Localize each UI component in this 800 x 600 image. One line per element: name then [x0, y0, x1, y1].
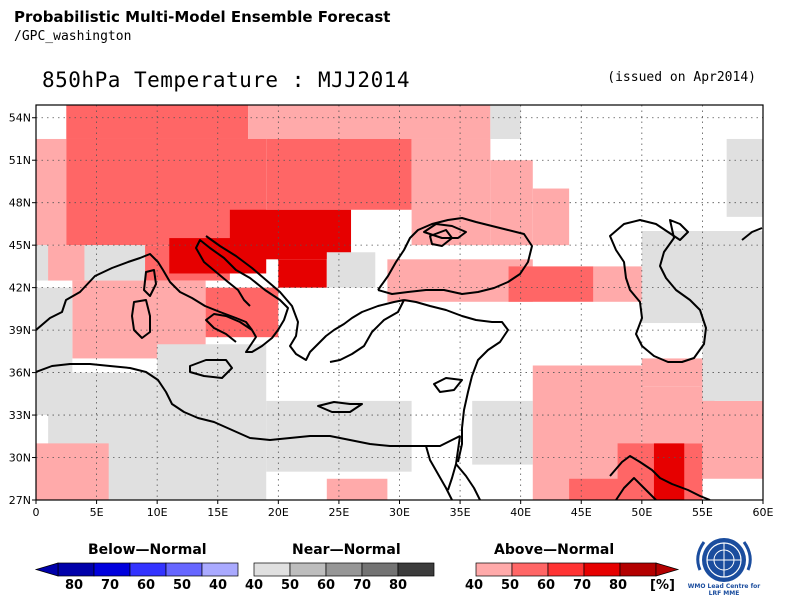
lat-tick-label: 36N	[9, 367, 31, 380]
legend-near-swatch	[397, 562, 435, 577]
lon-tick-label: 10E	[147, 506, 168, 519]
probability-cell-near	[157, 344, 267, 416]
product-title: Probabilistic Multi-Model Ensemble Forec…	[14, 8, 391, 26]
latitude-axis: 27N 30N 33N 36N 39N 42N 45N 48N 51N 54N	[9, 112, 36, 507]
legend-above-swatch	[583, 562, 621, 577]
probability-cell-above	[326, 478, 388, 500]
longitude-axis: 0 5E 10E 15E 20E 25E 30E 35E 40E 45E 50E 55E 60E	[33, 500, 774, 519]
map-grid	[36, 105, 763, 500]
legend-value: 80	[608, 578, 628, 593]
legend-value: 70	[100, 578, 120, 593]
lat-tick-label: 33N	[9, 409, 31, 422]
legend-below-swatch	[57, 562, 95, 577]
lat-tick-label: 30N	[9, 452, 31, 465]
legend-near-swatch	[361, 562, 399, 577]
legend-value: 60	[316, 578, 336, 593]
lon-tick-label: 40E	[510, 506, 531, 519]
legend-below-swatch	[165, 562, 203, 577]
legend-value: 80	[388, 578, 408, 593]
probability-cell-near	[726, 138, 763, 217]
legend-value: 50	[500, 578, 520, 593]
probability-cell-above	[411, 138, 491, 246]
legend-below-values: 80 70 60 50 40	[56, 578, 236, 593]
coastlines	[36, 217, 763, 500]
legend-above-arrow	[655, 562, 680, 577]
lon-tick-label: 45E	[571, 506, 592, 519]
probability-cell-near	[472, 400, 533, 465]
probability-cell-near	[702, 315, 763, 401]
legend-near-swatch	[325, 562, 363, 577]
probability-cell-above	[702, 400, 763, 479]
lat-tick-label: 48N	[9, 197, 31, 210]
legend-below-swatch	[129, 562, 167, 577]
probability-cell-above	[278, 259, 327, 288]
probability-cell-above	[36, 138, 67, 246]
legend-near-normal-label: Near—Normal	[292, 542, 401, 558]
legend-below-swatch	[93, 562, 131, 577]
legend-colorbars	[34, 562, 680, 577]
legend-unit: [%]	[650, 578, 675, 593]
legend-below-arrow	[34, 562, 59, 577]
legend-value: 80	[64, 578, 84, 593]
legend-value: 40	[244, 578, 264, 593]
lon-tick-label: 5E	[90, 506, 104, 519]
lat-tick-label: 27N	[9, 494, 31, 507]
probability-cell-above	[229, 209, 352, 260]
probability-cell-near	[490, 105, 521, 139]
legend-below-swatch	[201, 562, 239, 577]
lon-tick-label: 35E	[450, 506, 471, 519]
legend-above-swatch	[475, 562, 513, 577]
producer-label: /GPC_washington	[14, 29, 132, 44]
lat-tick-label: 54N	[9, 112, 31, 125]
probability-cell-above	[508, 266, 594, 302]
legend-value: 70	[352, 578, 372, 593]
legend-value: 70	[572, 578, 592, 593]
legend-value: 40	[208, 578, 228, 593]
legend-near-swatch	[253, 562, 291, 577]
lon-tick-label: 50E	[631, 506, 652, 519]
lon-tick-label: 25E	[328, 506, 349, 519]
lon-tick-label: 60E	[753, 506, 774, 519]
probability-cell-above	[248, 105, 491, 139]
legend-above-normal-label: Above—Normal	[494, 542, 615, 558]
lon-tick-label: 55E	[692, 506, 713, 519]
legend-above-swatch	[619, 562, 657, 577]
legend-value: 50	[280, 578, 300, 593]
lat-tick-label: 39N	[9, 324, 31, 337]
probability-cell-above	[36, 443, 109, 500]
probability-cell-above	[532, 188, 570, 246]
legend-value: 40	[464, 578, 484, 593]
legend-value: 50	[172, 578, 192, 593]
issued-date: (issued on Apr2014)	[607, 70, 756, 85]
probability-cell-near	[84, 245, 146, 281]
map-title: 850hPa Temperature : MJJ2014	[42, 68, 411, 92]
lat-tick-label: 42N	[9, 282, 31, 295]
probability-cell-near	[641, 231, 763, 324]
probability-cell-near	[326, 252, 376, 288]
lon-tick-label: 20E	[268, 506, 289, 519]
legend-unit-label: [%]	[650, 578, 675, 593]
legend-near-values: 40 50 60 70 80	[236, 578, 416, 593]
probability-cell-above	[653, 443, 685, 500]
legend-value: 60	[136, 578, 156, 593]
lat-tick-label: 51N	[9, 154, 31, 167]
legend-above-values: 40 50 60 70 80	[456, 578, 636, 593]
lon-tick-label: 15E	[207, 506, 228, 519]
probability-cell-above	[266, 138, 412, 210]
logo-caption: WMO Lead Centre for LRF MME	[687, 583, 761, 597]
legend-above-swatch	[547, 562, 585, 577]
legend-above-swatch	[511, 562, 549, 577]
lat-tick-label: 45N	[9, 239, 31, 252]
wmo-emblem-icon	[696, 538, 752, 582]
lon-tick-label: 30E	[389, 506, 410, 519]
legend-near-swatch	[289, 562, 327, 577]
legend-below-normal-label: Below—Normal	[88, 542, 207, 558]
probability-cell-above	[48, 245, 85, 281]
lon-tick-label: 0	[33, 506, 40, 519]
legend-value: 60	[536, 578, 556, 593]
